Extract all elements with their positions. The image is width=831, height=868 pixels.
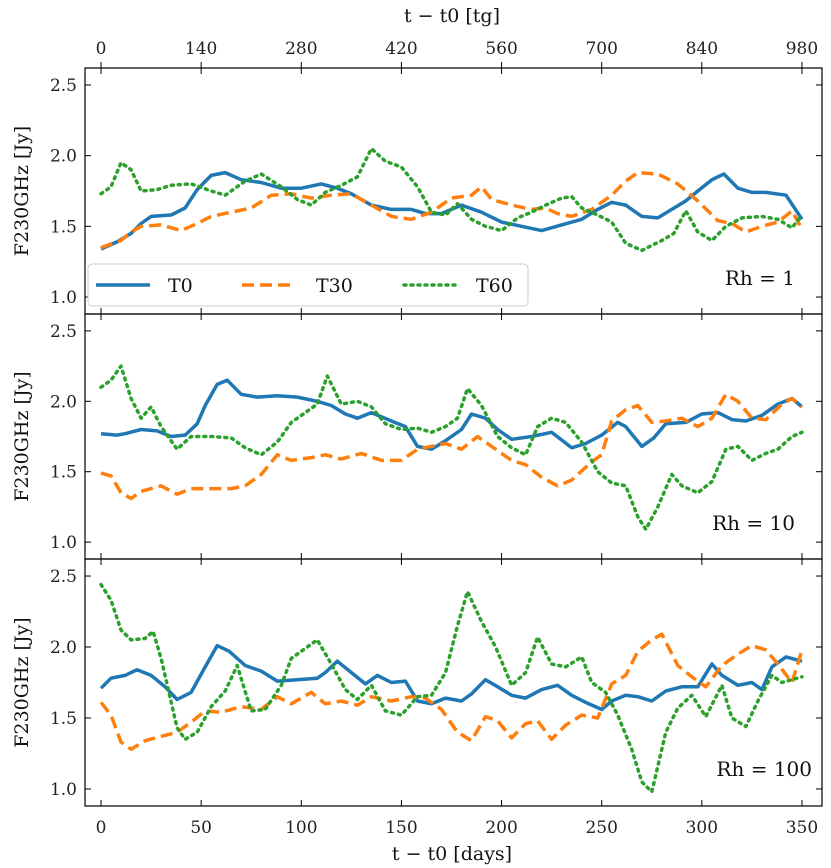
series-line-t0 bbox=[99, 643, 803, 712]
legend-label-t30: T30 bbox=[316, 275, 353, 297]
y-tick-label: 2.5 bbox=[50, 76, 77, 96]
panel-rh-100: Rh = 100 1.0 1.5 2.0 2.5 F230GHz [Jy] bbox=[11, 558, 823, 807]
series-line-t60 bbox=[99, 582, 804, 794]
panel-annotation: Rh = 100 bbox=[716, 757, 812, 781]
x-tick-label: 350 bbox=[786, 818, 818, 838]
legend-box bbox=[87, 263, 529, 307]
x-tick-label: 150 bbox=[385, 818, 417, 838]
x-tick-label: 50 bbox=[190, 818, 212, 838]
y-tick-label: 1.5 bbox=[50, 217, 77, 237]
x-tick-label: 300 bbox=[686, 818, 718, 838]
top-tick-label: 980 bbox=[786, 39, 818, 59]
series-line-t0 bbox=[100, 170, 804, 251]
y-tick-label: 1.0 bbox=[50, 533, 77, 553]
legend-label-t60: T60 bbox=[476, 275, 513, 297]
panel-rh-10: Rh = 10 1.0 1.5 2.0 2.5 F230GHz [Jy] bbox=[11, 313, 823, 560]
top-tick-label: 700 bbox=[585, 39, 617, 59]
y-tick-label: 2.5 bbox=[50, 322, 77, 342]
x-tick-label: 250 bbox=[585, 818, 617, 838]
x-tick-label: 100 bbox=[285, 818, 317, 838]
legend-label-t0: T0 bbox=[168, 275, 193, 297]
top-axis-ticks: 0 140 280 420 560 700 840 980 bbox=[96, 39, 818, 68]
y-axis-label: F230GHz [Jy] bbox=[11, 371, 33, 501]
top-tick-label: 0 bbox=[96, 39, 107, 59]
y-axis-label: F230GHz [Jy] bbox=[11, 617, 33, 747]
x-axis-label: t − t0 [days] bbox=[392, 843, 512, 865]
panel-frame bbox=[84, 558, 823, 807]
top-tick-label: 280 bbox=[285, 39, 317, 59]
series-line-t30 bbox=[100, 170, 804, 250]
top-tick-label: 420 bbox=[385, 39, 417, 59]
panel-annotation: Rh = 10 bbox=[712, 511, 795, 535]
x-tick-label: 0 bbox=[96, 818, 107, 838]
y-tick-label: 2.0 bbox=[50, 638, 77, 658]
x-tick-label: 200 bbox=[485, 818, 517, 838]
top-tick-label: 140 bbox=[185, 39, 217, 59]
series-line-t30 bbox=[99, 632, 804, 751]
y-tick-label: 1.5 bbox=[50, 463, 77, 483]
top-axis-label: t − t0 [tg] bbox=[404, 5, 500, 27]
y-tick-label: 1.5 bbox=[50, 709, 77, 729]
top-tick-label: 840 bbox=[686, 39, 718, 59]
series-line-t60 bbox=[99, 146, 804, 253]
panel-rh-1: Rh = 1 1.0 1.5 2.0 2.5 F230GHz [Jy] bbox=[11, 67, 823, 315]
y-tick-label: 2.0 bbox=[50, 392, 77, 412]
series-line-t30 bbox=[100, 392, 804, 501]
top-tick-label: 560 bbox=[485, 39, 517, 59]
legend: T0 T30 T60 bbox=[87, 263, 529, 307]
y-tick-label: 1.0 bbox=[50, 288, 77, 308]
panel-annotation: Rh = 1 bbox=[725, 266, 795, 290]
series-line-t0 bbox=[100, 378, 804, 451]
y-axis-label: F230GHz [Jy] bbox=[11, 126, 33, 256]
x-axis-ticks: 0 50 100 150 200 250 300 350 bbox=[96, 818, 819, 838]
series-line-t60 bbox=[99, 364, 804, 532]
y-tick-label: 2.0 bbox=[50, 147, 77, 167]
y-tick-label: 2.5 bbox=[50, 567, 77, 587]
y-tick-label: 1.0 bbox=[50, 780, 77, 800]
